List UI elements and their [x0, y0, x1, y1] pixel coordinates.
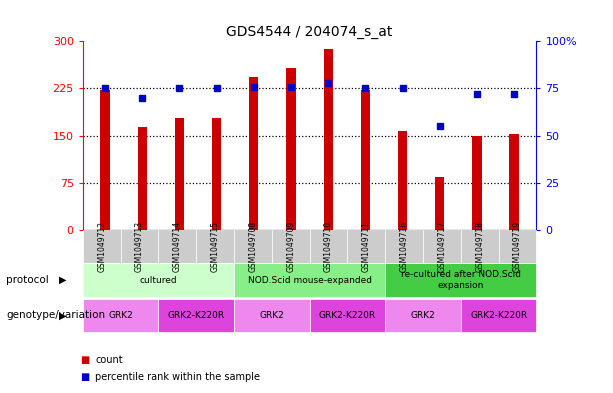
Bar — [360, 90, 370, 230]
Text: ■: ■ — [80, 354, 89, 365]
Text: count: count — [95, 354, 123, 365]
Text: GSM1049719: GSM1049719 — [513, 221, 522, 272]
Bar — [101, 90, 110, 230]
Text: GSM1049708: GSM1049708 — [248, 221, 257, 272]
Text: ▶: ▶ — [59, 275, 67, 285]
Text: GRK2: GRK2 — [108, 311, 133, 320]
Text: GSM1049712: GSM1049712 — [97, 221, 106, 272]
Bar — [509, 134, 519, 230]
Text: ▶: ▶ — [59, 310, 67, 320]
Text: GSM1049714: GSM1049714 — [173, 221, 182, 272]
Text: GRK2-K220R: GRK2-K220R — [319, 311, 376, 320]
Text: GSM1049713: GSM1049713 — [135, 221, 144, 272]
Text: re-cultured after NOD.Scid
expansion: re-cultured after NOD.Scid expansion — [401, 270, 521, 290]
Bar — [398, 131, 407, 230]
Text: GSM1049710: GSM1049710 — [324, 221, 333, 272]
Text: GSM1049718: GSM1049718 — [475, 221, 484, 272]
Text: GRK2: GRK2 — [411, 311, 435, 320]
Text: genotype/variation: genotype/variation — [6, 310, 105, 320]
Text: GRK2-K220R: GRK2-K220R — [167, 311, 225, 320]
Text: GRK2-K220R: GRK2-K220R — [470, 311, 527, 320]
Bar — [212, 118, 221, 230]
Text: ■: ■ — [80, 372, 89, 382]
Text: protocol: protocol — [6, 275, 49, 285]
Text: GSM1049716: GSM1049716 — [400, 221, 409, 272]
Bar — [137, 127, 147, 230]
Bar — [175, 118, 184, 230]
Text: cultured: cultured — [140, 275, 177, 285]
Text: GSM1049715: GSM1049715 — [210, 221, 219, 272]
Text: percentile rank within the sample: percentile rank within the sample — [95, 372, 260, 382]
Text: NOD.Scid mouse-expanded: NOD.Scid mouse-expanded — [248, 275, 371, 285]
Text: GSM1049711: GSM1049711 — [362, 221, 371, 272]
Text: GRK2: GRK2 — [259, 311, 284, 320]
Bar — [324, 50, 333, 230]
Bar — [286, 68, 295, 230]
Bar — [435, 177, 444, 230]
Bar — [472, 136, 482, 230]
Bar — [249, 77, 259, 230]
Text: GSM1049709: GSM1049709 — [286, 221, 295, 272]
Text: GSM1049717: GSM1049717 — [437, 221, 446, 272]
Title: GDS4544 / 204074_s_at: GDS4544 / 204074_s_at — [226, 25, 393, 39]
